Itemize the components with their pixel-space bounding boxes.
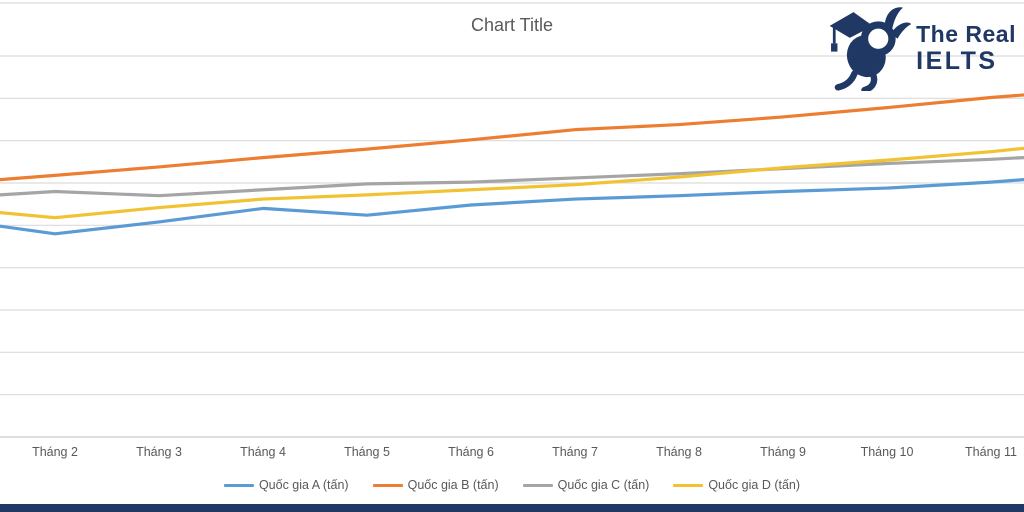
legend-label: Quốc gia D (tấn) [708, 478, 801, 492]
logo-text-line1: The Real [916, 20, 1016, 47]
series-line-a [0, 178, 1024, 236]
legend-swatch [522, 483, 553, 487]
logo-text-line2: IELTS [916, 46, 998, 75]
legend-item-c: Quốc gia C (tấn) [522, 478, 650, 492]
legend-item-a: Quốc gia A (tấn) [223, 478, 349, 492]
legend-label: Quốc gia A (tấn) [258, 478, 349, 492]
legend-swatch [673, 483, 704, 487]
x-axis-label: Tháng 4 [240, 445, 286, 459]
series-line-c [0, 156, 1024, 198]
legend-label: Quốc gia C (tấn) [557, 478, 650, 492]
legend-item-b: Quốc gia B (tấn) [372, 478, 499, 492]
x-axis-label: Tháng 3 [136, 445, 182, 459]
series-line-d [0, 146, 1024, 220]
chart-legend: Quốc gia A (tấn) Quốc gia B (tấn) Quốc gia… [0, 478, 1024, 492]
legend-item-d: Quốc gia D (tấn) [673, 478, 800, 492]
logo-text: The Real IELTS [916, 21, 1016, 74]
legend-label: Quốc gia B (tấn) [407, 478, 499, 492]
x-axis-label: Tháng 8 [656, 445, 702, 459]
chart-title: Chart Title [470, 15, 554, 35]
legend-swatch [372, 483, 403, 487]
x-axis-label: Tháng 6 [448, 445, 494, 459]
x-axis-label: Tháng 10 [860, 445, 914, 459]
x-axis-label: Tháng 7 [552, 445, 598, 459]
series-line-b [0, 93, 1024, 182]
x-axis-label: Tháng 5 [344, 445, 390, 459]
x-axis-label: Tháng 11 [965, 445, 1017, 459]
x-axis-label: Tháng 2 [32, 445, 78, 459]
top-border-line [0, 2, 1024, 4]
footer-bar [0, 504, 1024, 512]
mascot-graduate-icon [829, 7, 912, 91]
legend-swatch [223, 483, 254, 487]
x-axis-label: Tháng 9 [760, 445, 806, 459]
x-axis: Tháng 2 Tháng 3 Tháng 4 Tháng 5 Tháng 6 Tháng… [0, 445, 1024, 463]
brand-logo: The Real IELTS [826, 3, 1016, 91]
